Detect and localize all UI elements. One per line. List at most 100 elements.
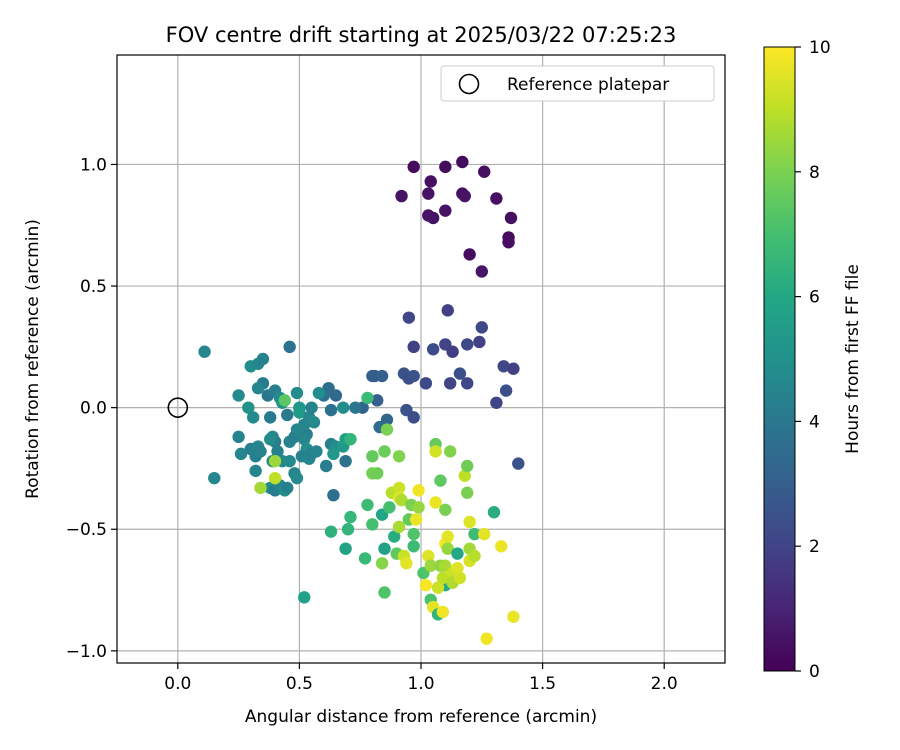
scatter-point	[344, 510, 357, 524]
scatter-point	[283, 454, 296, 468]
scatter-point	[439, 503, 452, 516]
y-tick-label: −0.5	[66, 520, 107, 540]
x-tick-label: 0.0	[164, 674, 191, 694]
legend-entry: Reference platepar	[507, 75, 669, 95]
scatter-point	[400, 557, 413, 570]
scatter-point	[422, 549, 435, 563]
scatter-point	[436, 605, 450, 619]
scatter-point	[378, 445, 391, 458]
colorbar-tick-label: 8	[809, 163, 820, 183]
scatter-point	[232, 430, 245, 444]
scatter-point	[268, 454, 282, 468]
x-axis-label: Angular distance from reference (arcmin)	[245, 707, 597, 727]
scatter-point	[461, 459, 474, 473]
legend-marker-icon	[458, 73, 480, 95]
scatter-point	[407, 369, 420, 383]
scatter-point	[456, 155, 469, 169]
scatter-point	[281, 408, 294, 422]
y-tick-label: 0.5	[80, 277, 107, 297]
scatter-point	[451, 547, 464, 560]
scatter-point	[198, 345, 211, 358]
scatter-point	[424, 559, 437, 572]
scatter-point	[468, 549, 481, 563]
scatter-point	[339, 542, 352, 555]
scatter-point	[495, 540, 508, 553]
scatter-point	[242, 401, 255, 414]
scatter-point	[458, 189, 471, 203]
scatter-point	[234, 447, 248, 461]
scatter-point	[426, 211, 440, 225]
scatter-point	[383, 501, 396, 514]
colorbar-tick-label: 2	[809, 537, 820, 557]
scatter-point	[419, 578, 433, 592]
scatter-point	[341, 523, 355, 536]
scatter-point	[453, 571, 467, 585]
scatter-point	[361, 391, 374, 405]
scatter-point	[475, 265, 488, 278]
scatter-point	[422, 187, 435, 200]
scatter-point	[412, 484, 425, 497]
scatter-point	[461, 486, 474, 499]
scatter-point	[507, 610, 520, 623]
scatter-point	[409, 513, 423, 526]
scatter-point	[480, 632, 493, 645]
scatter-point	[461, 338, 474, 351]
scatter-point	[208, 471, 221, 485]
scatter-point	[499, 384, 513, 397]
scatter-point	[490, 192, 503, 205]
scatter-point	[339, 454, 352, 468]
scatter-point	[507, 362, 520, 375]
scatter-point	[278, 394, 292, 407]
scatter-point	[461, 377, 474, 390]
scatter-point	[298, 591, 311, 604]
y-tick-label: 0.0	[80, 399, 107, 419]
scatter-point	[366, 518, 379, 531]
scatter-point	[232, 389, 245, 402]
colorbar: 0 2 4 6 8 10 Hours from first FF file	[763, 38, 863, 682]
scatter-point	[407, 527, 420, 541]
colorbar-gradient	[763, 46, 796, 672]
scatter-point	[463, 515, 476, 529]
scatter-point	[327, 447, 340, 461]
scatter-point	[290, 471, 304, 485]
colorbar-tick-label: 6	[809, 288, 820, 308]
scatter-point	[327, 488, 340, 502]
x-tick-label: 2.0	[651, 674, 678, 694]
scatter-point	[441, 304, 454, 317]
scatter-point	[439, 204, 452, 217]
scatter-point	[251, 381, 265, 395]
scatter-point	[441, 542, 454, 555]
x-tick-label: 0.5	[286, 674, 313, 694]
scatter-point	[463, 248, 476, 261]
scatter-point	[473, 335, 486, 349]
scatter-point	[439, 160, 452, 174]
scatter-point	[392, 481, 406, 495]
scatter-point	[431, 581, 445, 594]
scatter-point	[412, 501, 425, 514]
reference-marker	[167, 397, 189, 418]
scatter-point	[283, 340, 296, 354]
scatter-point	[426, 343, 440, 356]
scatter-point	[407, 411, 420, 424]
scatter-point	[375, 369, 389, 383]
scatter-point	[446, 345, 459, 358]
scatter-point	[490, 396, 503, 409]
scatter-point	[281, 481, 294, 495]
scatter-point	[497, 360, 510, 373]
scatter-point	[324, 525, 338, 538]
legend-box	[440, 65, 715, 102]
scatter-point	[392, 450, 406, 463]
scatter-point	[402, 311, 416, 324]
scatter-point	[478, 165, 491, 178]
scatter-point	[504, 211, 518, 225]
scatter-point	[293, 406, 306, 419]
scatter-point	[371, 467, 384, 480]
colorbar-ticks: 0 2 4 6 8 10	[795, 38, 831, 682]
scatter-point	[451, 561, 464, 575]
scatter-point	[475, 321, 488, 334]
scatter-point	[349, 401, 362, 414]
scatter-point	[512, 457, 525, 470]
scatter-point	[305, 401, 318, 414]
chart-title: FOV centre drift starting at 2025/03/22 …	[166, 23, 677, 47]
